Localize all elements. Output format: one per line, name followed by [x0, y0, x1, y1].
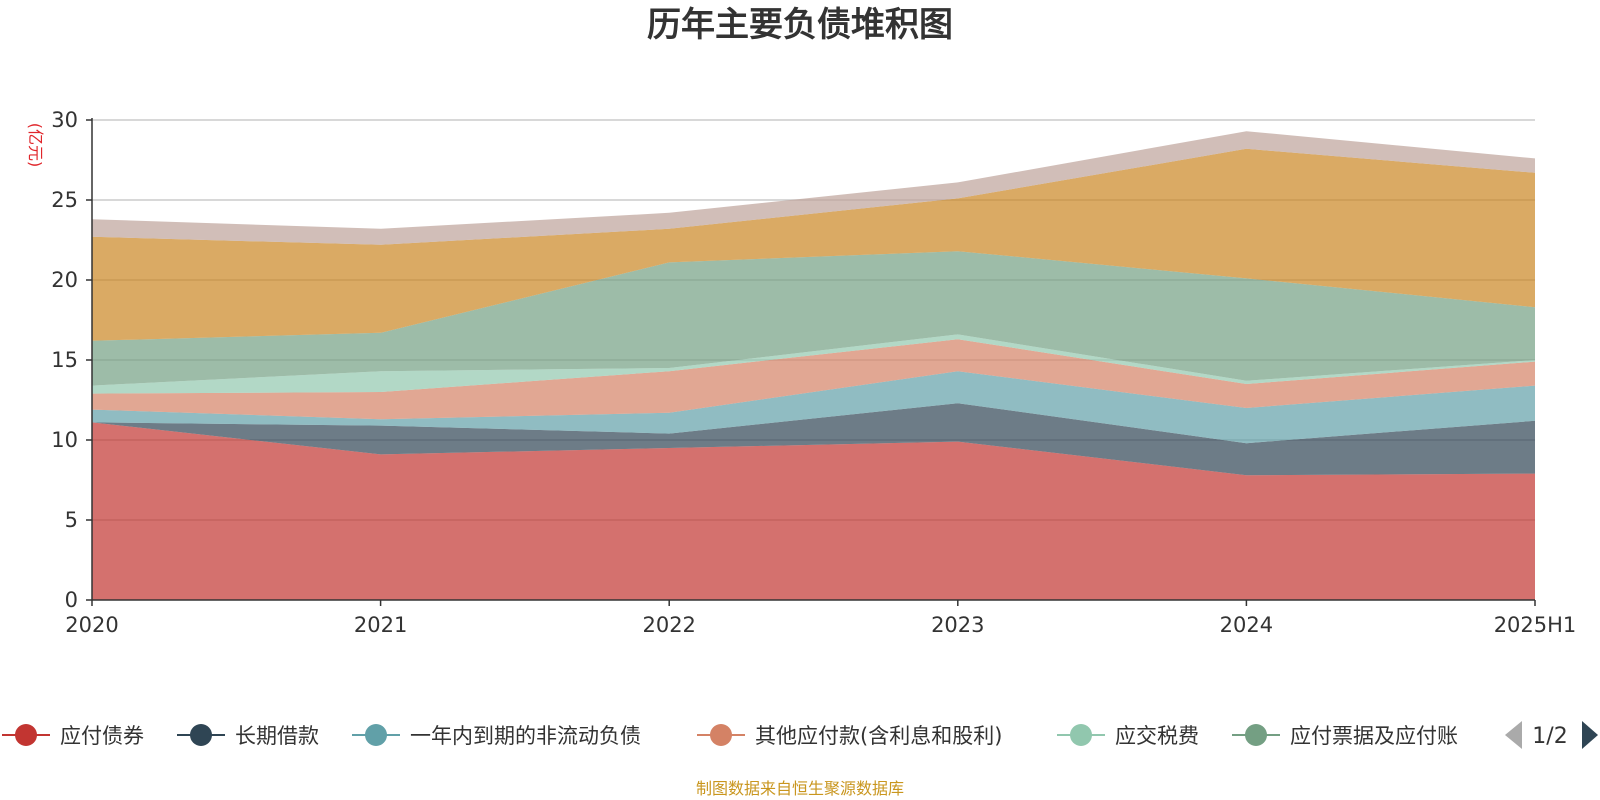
y-tick-label: 0: [65, 588, 78, 612]
area-series-6: [92, 251, 1535, 386]
y-tick-label: 15: [51, 348, 78, 372]
legend-item[interactable]: 长期借款: [177, 724, 319, 748]
legend-swatch-marker: [365, 724, 387, 746]
y-axis-unit: (亿元): [26, 123, 45, 168]
x-tick-label: 2021: [354, 613, 407, 637]
area-series-7: [92, 148, 1535, 341]
y-tick-label: 5: [65, 508, 78, 532]
legend-prev-page-icon[interactable]: [1505, 721, 1522, 749]
y-tick-label: 10: [51, 428, 78, 452]
legend-swatch-marker: [1070, 724, 1092, 746]
legend-item[interactable]: 其他应付款(含利息和股利): [697, 724, 1002, 748]
legend-next-page-icon[interactable]: [1582, 721, 1598, 749]
legend-item[interactable]: 应付债券: [2, 724, 144, 748]
legend-item[interactable]: 应付票据及应付账: [1232, 724, 1458, 748]
legend-swatch-marker: [190, 724, 212, 746]
legend-label: 应付债券: [60, 724, 144, 748]
y-tick-label: 30: [51, 108, 78, 132]
area-series-1: [92, 422, 1535, 600]
area-series-4: [92, 339, 1535, 420]
area-series-2: [92, 403, 1535, 476]
stacked-areas: [92, 131, 1535, 600]
x-tick-label: 2023: [931, 613, 984, 637]
legend-page-indicator: 1/2: [1532, 724, 1567, 749]
legend-swatch-marker: [710, 724, 732, 746]
legend-label: 其他应付款(含利息和股利): [755, 724, 1002, 748]
axes: 0 5 10 15 20 25 30 2020 2021 2022 2023 2024 2025H1: [51, 108, 1576, 637]
y-tick-label: 20: [51, 268, 78, 292]
legend-label: 一年内到期的非流动负债: [410, 724, 641, 748]
legend: 应付债券 长期借款 一年内到期的非流动负债 其他应付款(含利息和股利) 应交税费 应付票据…: [2, 724, 1458, 748]
legend-swatch-marker: [1245, 724, 1267, 746]
y-tick-label: 25: [51, 188, 78, 212]
chart-title: 历年主要负债堆积图: [647, 5, 953, 45]
x-tick-label: 2020: [65, 613, 118, 637]
legend-item[interactable]: 应交税费: [1057, 724, 1199, 748]
x-tick-label: 2024: [1220, 613, 1273, 637]
x-tick-label: 2022: [642, 613, 695, 637]
area-series-3: [92, 371, 1535, 444]
legend-label: 长期借款: [235, 724, 319, 748]
area-series-5: [92, 334, 1535, 394]
legend-item[interactable]: 一年内到期的非流动负债: [352, 724, 641, 748]
legend-label: 应付票据及应付账: [1290, 724, 1458, 748]
x-tick-label: 2025H1: [1494, 613, 1577, 637]
area-series-8: [92, 131, 1535, 245]
legend-label: 应交税费: [1115, 724, 1199, 748]
legend-swatch-marker: [15, 724, 37, 746]
legend-pager: 1/2: [1505, 721, 1598, 749]
data-source-note: 制图数据来自恒生聚源数据库: [696, 779, 904, 798]
